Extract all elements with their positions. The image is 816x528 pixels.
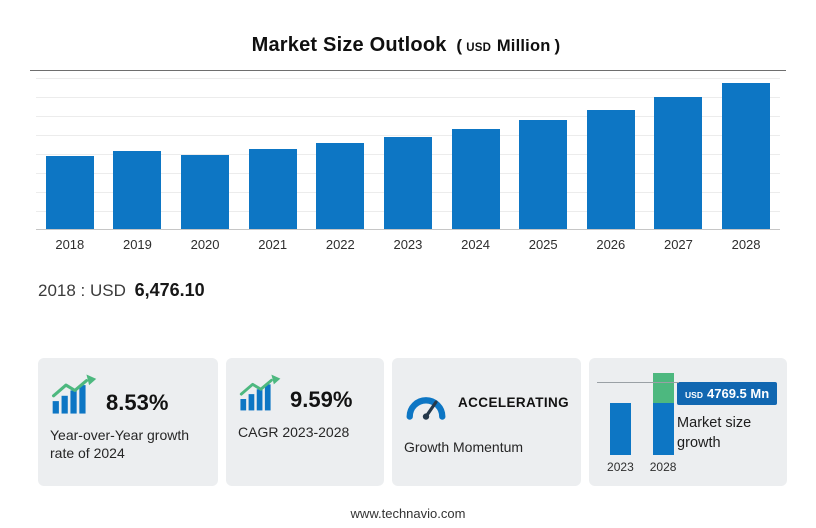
x-tick-2026: 2026 — [596, 237, 626, 252]
mini-chart-bars: 2023 2028 — [599, 368, 681, 476]
x-tick-2020: 2020 — [190, 237, 220, 252]
title-open-paren: ( — [456, 36, 463, 55]
card-yoy-top: 8.53% — [50, 374, 206, 414]
mini-bar-2023 — [609, 403, 631, 455]
x-tick-2018: 2018 — [55, 237, 85, 252]
mini-bar-2028-growth — [652, 373, 674, 403]
mini-bar-chart: 2023 2028 USD 4769.5 Mn M — [599, 368, 778, 476]
yoy-growth-label: Year-over-Year growth rate of 2024 — [50, 427, 190, 462]
bar-chart: 2018 2019 2020 2021 2022 2023 2024 2025 2026 2027… — [36, 78, 780, 252]
mini-stack-start — [609, 403, 631, 455]
x-axis-labels: 2018 2019 2020 2021 2022 2023 2024 2025 2026 2027… — [36, 237, 780, 252]
title-divider — [30, 70, 786, 71]
base-year-annotation: 2018 : USD 6,476.10 — [38, 280, 816, 301]
card-market-size-growth: 2023 2028 USD 4769.5 Mn M — [589, 358, 788, 486]
card-growth-momentum: ACCELERATING Growth Momentum — [392, 358, 582, 486]
yoy-growth-value: 8.53% — [106, 390, 169, 415]
bar-2019 — [113, 151, 162, 229]
bar-2028 — [722, 83, 771, 229]
mini-col-start: 2023 — [607, 403, 634, 474]
mini-stack-end — [652, 373, 674, 455]
bar-2025 — [519, 120, 568, 229]
title-close-paren: ) — [554, 36, 561, 55]
annotation-prefix: 2018 : USD — [38, 281, 126, 300]
x-tick-2022: 2022 — [325, 237, 355, 252]
footer-url[interactable]: www.technavio.com — [350, 506, 466, 521]
market-size-growth-label: Market size growth — [677, 415, 752, 451]
bar-2027 — [654, 97, 703, 229]
growth-bars-arrow-icon — [50, 374, 98, 414]
x-tick-2025: 2025 — [528, 237, 558, 252]
x-tick-2028: 2028 — [731, 237, 761, 252]
market-size-growth-badge: USD 4769.5 Mn — [677, 382, 778, 405]
card-cagr-top: 9.59% — [238, 374, 372, 411]
x-tick-2021: 2021 — [258, 237, 288, 252]
stat-cards-row: 8.53% Year-over-Year growth rate of 2024… — [38, 358, 788, 486]
mini-chart-reference-line — [597, 382, 680, 383]
card-cagr: 9.59% CAGR 2023-2028 — [226, 358, 384, 486]
title-currency: USD — [466, 42, 492, 54]
bar-plot — [36, 78, 780, 230]
mini-year-start: 2023 — [607, 460, 634, 474]
gauge-icon — [404, 384, 448, 422]
card-momentum-top: ACCELERATING — [404, 384, 569, 422]
bar-2022 — [316, 143, 365, 229]
growth-bars-arrow-icon — [238, 374, 282, 411]
title-unit-word: Million — [496, 37, 551, 55]
bar-2020 — [181, 155, 230, 229]
page-title: Market Size Outlook (USD Million) — [0, 0, 816, 57]
mini-chart-info: USD 4769.5 Mn Market size growth — [677, 368, 778, 476]
bar-2026 — [586, 110, 635, 229]
badge-currency: USD — [685, 390, 703, 400]
mini-col-end: 2028 — [649, 373, 677, 474]
footer: www.technavio.com — [0, 506, 816, 521]
mini-year-end: 2028 — [649, 460, 677, 474]
bar-2023 — [383, 137, 432, 229]
x-tick-2019: 2019 — [122, 237, 152, 252]
momentum-value: ACCELERATING — [458, 395, 570, 411]
x-tick-2024: 2024 — [461, 237, 491, 252]
mini-bar-2028-base — [652, 403, 674, 455]
bar-2021 — [248, 149, 297, 229]
cagr-value: 9.59% — [290, 387, 353, 412]
bar-2024 — [451, 129, 500, 229]
x-tick-2027: 2027 — [663, 237, 693, 252]
annotation-value: 6,476.10 — [134, 280, 205, 300]
card-yoy-growth: 8.53% Year-over-Year growth rate of 2024 — [38, 358, 218, 486]
badge-value: 4769.5 Mn — [707, 386, 770, 401]
cagr-label: CAGR 2023-2028 — [238, 424, 350, 440]
title-unit: (USD Million) — [452, 34, 564, 56]
bar-2018 — [45, 156, 94, 229]
x-tick-2023: 2023 — [393, 237, 423, 252]
title-main: Market Size Outlook — [251, 34, 447, 56]
momentum-label: Growth Momentum — [404, 439, 524, 455]
